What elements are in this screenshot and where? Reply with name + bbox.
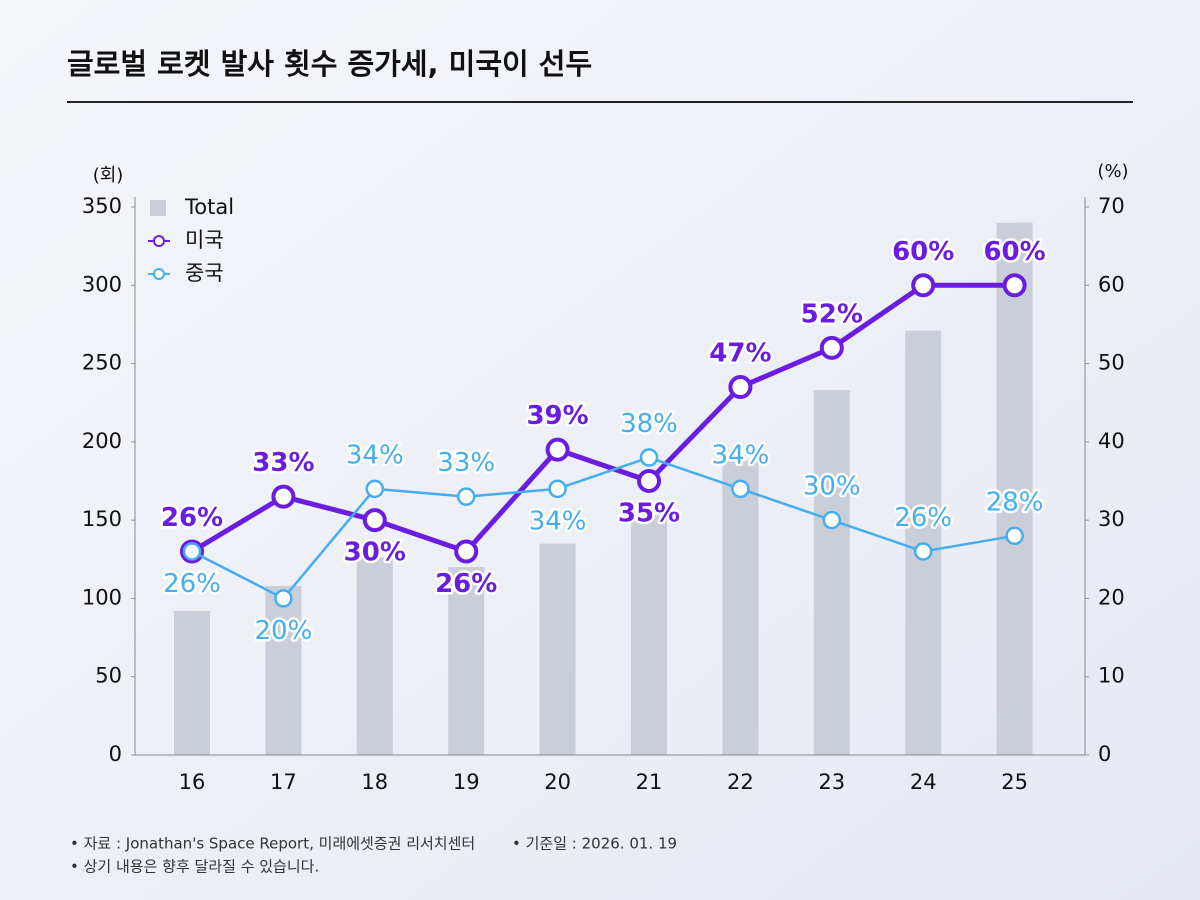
- value-label: 30%: [803, 472, 861, 502]
- marker: [548, 479, 567, 499]
- x-tick-label: 18: [361, 770, 388, 794]
- x-tick-label: 22: [727, 770, 754, 794]
- y2-tick-label: 40: [1098, 429, 1125, 453]
- note: • 기준일 : 2026. 01. 19: [512, 835, 677, 853]
- y-tick-label: 100: [82, 585, 122, 609]
- marker: [822, 510, 842, 530]
- y2-tick-label: 20: [1098, 585, 1125, 609]
- y-tick-label: 350: [82, 194, 122, 218]
- bar: [448, 567, 485, 755]
- x-tick-label: 17: [270, 770, 297, 794]
- marker: [637, 469, 661, 493]
- marker: [731, 479, 750, 499]
- value-label: 60%: [892, 237, 954, 267]
- x-tick-label: 25: [1001, 770, 1028, 794]
- y-tick-label: 200: [82, 429, 122, 453]
- bar: [265, 585, 302, 755]
- line: [190, 282, 1015, 555]
- y2-tick-label: 70: [1098, 194, 1125, 218]
- value-label: 28%: [986, 487, 1044, 517]
- value-label: 35%: [618, 499, 680, 529]
- note: • 자료 : Jonathan's Space Report, 미래에셋증권 리…: [70, 835, 475, 853]
- value-label: 26%: [163, 569, 221, 599]
- value-label: 26%: [161, 503, 223, 533]
- note: • 상기 내용은 향후 달라질 수 있습니다.: [70, 858, 319, 876]
- value-label: 30%: [344, 538, 406, 568]
- y2-tick-label: 10: [1098, 664, 1125, 688]
- value-label: 26%: [435, 569, 497, 599]
- value-label: 52%: [801, 299, 863, 329]
- y-tick-label: 250: [82, 351, 122, 375]
- value-label: 39%: [526, 401, 588, 431]
- value-label: 38%: [620, 409, 678, 439]
- marker: [362, 508, 387, 533]
- bar: [174, 610, 210, 755]
- bar: [722, 460, 759, 755]
- marker: [819, 335, 844, 360]
- value-label: 34%: [712, 440, 770, 470]
- marker: [911, 273, 936, 298]
- y2-tick-label: 50: [1098, 351, 1125, 375]
- marker: [913, 542, 933, 561]
- bar: [631, 515, 667, 755]
- value-label: 34%: [346, 440, 404, 470]
- bar: [996, 222, 1033, 755]
- legend-label: 중국: [185, 261, 224, 285]
- y-tick-label: 150: [82, 507, 122, 531]
- x-tick-label: 20: [544, 770, 571, 794]
- y-tick-label: 50: [95, 664, 122, 688]
- value-label: 60%: [983, 237, 1045, 267]
- value-label: 33%: [437, 448, 495, 478]
- marker: [545, 437, 570, 462]
- bar: [539, 543, 576, 755]
- legend-swatch: [153, 268, 165, 280]
- marker: [182, 542, 202, 561]
- x-tick-label: 21: [636, 770, 663, 794]
- y-tick-label: 0: [109, 742, 122, 766]
- value-label: 26%: [894, 503, 952, 533]
- legend-swatch: [153, 235, 165, 247]
- y2-axis-label: (%): [1097, 161, 1128, 182]
- marker: [1005, 526, 1024, 546]
- value-label: 20%: [255, 616, 313, 646]
- chart-title: 글로벌 로켓 발사 횟수 증가세, 미국이 선두: [67, 47, 592, 81]
- marker: [271, 484, 296, 509]
- legend-label: Total: [184, 195, 234, 219]
- y-tick-label: 300: [82, 272, 122, 296]
- marker: [639, 448, 659, 467]
- legend-label: 미국: [185, 228, 224, 252]
- line: [191, 456, 1015, 600]
- legend-swatch: [150, 200, 166, 216]
- bar: [356, 557, 393, 755]
- y2-tick-label: 0: [1098, 742, 1111, 766]
- marker: [274, 589, 293, 608]
- y-axis-label: (회): [93, 165, 124, 186]
- y2-tick-label: 60: [1098, 272, 1125, 296]
- value-label: 33%: [252, 448, 314, 478]
- x-tick-label: 23: [818, 770, 845, 794]
- x-tick-label: 24: [910, 770, 937, 794]
- marker: [365, 479, 385, 499]
- value-label: 47%: [709, 339, 771, 369]
- marker: [454, 539, 479, 564]
- x-tick-label: 19: [453, 770, 480, 794]
- y2-tick-label: 30: [1098, 507, 1125, 531]
- marker: [456, 487, 476, 506]
- marker: [728, 375, 753, 400]
- value-label: 34%: [529, 506, 587, 536]
- marker: [1002, 273, 1027, 298]
- bar: [813, 390, 850, 755]
- x-tick-label: 16: [179, 770, 206, 794]
